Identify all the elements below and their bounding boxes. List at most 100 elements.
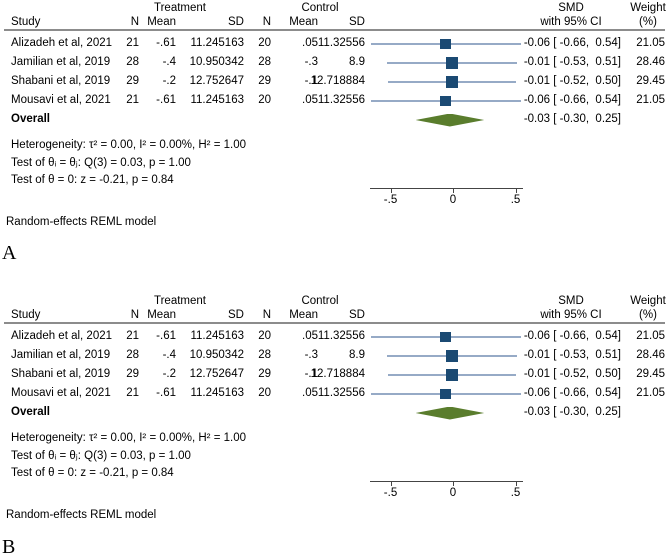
control-sd: 11.32556 (317, 37, 365, 49)
study-name: Alizadeh et al, 2021 (11, 37, 113, 49)
control-sd: 12.718884 (310, 368, 365, 380)
treatment-n: 28 (126, 56, 139, 68)
x-axis-tick-label: -.5 (383, 194, 398, 206)
treatment-n: 21 (126, 94, 139, 106)
control-n-column-header: N (262, 16, 271, 28)
model-footnote: Random-effects REML model (6, 509, 157, 521)
treatment-n: 29 (126, 368, 139, 380)
smd-ci-value: -0.01 [ -0.52, 0.50] (523, 75, 621, 87)
weight-value: 21.05 (636, 37, 665, 49)
weight-value: 28.46 (636, 349, 665, 361)
model-footnote: Random-effects REML model (6, 216, 157, 228)
control-n-column-header: N (262, 309, 271, 321)
study-column-header: Study (11, 16, 41, 28)
effect-square-marker (445, 57, 458, 69)
effect-square-marker (445, 369, 458, 381)
panel-label-b: B (2, 536, 16, 555)
weight-value: 21.05 (636, 94, 665, 106)
control-n: 20 (258, 330, 271, 342)
smd-ci-value: -0.06 [ -0.66, 0.54] (523, 37, 621, 49)
x-axis-tick-label: .5 (510, 194, 521, 206)
treatment-mean-column-header: Mean (147, 309, 176, 321)
treatment-n: 29 (126, 75, 139, 87)
study-column-header: Study (11, 309, 41, 321)
control-mean: .05 (302, 94, 318, 106)
control-n: 28 (258, 56, 271, 68)
treatment-sd: 11.245163 (190, 330, 244, 342)
overall-diamond (415, 406, 485, 420)
control-mean-column-header: Mean (289, 309, 318, 321)
overall-test-text: Test of θ = 0: z = -0.21, p = 0.84 (11, 467, 174, 479)
control-sd: 11.32556 (317, 387, 365, 399)
overall-test-text: Test of θ = 0: z = -0.21, p = 0.84 (11, 174, 174, 186)
treatment-group-header: Treatment (154, 2, 206, 14)
treatment-sd: 10.950342 (189, 349, 244, 361)
treatment-mean: -.61 (156, 330, 176, 342)
overall-diamond (415, 113, 485, 127)
homogeneity-test-text: Test of θᵢ = θⱼ: Q(3) = 0.03, p = 1.00 (11, 157, 191, 169)
treatment-mean: -.4 (162, 56, 176, 68)
x-axis-tick (515, 188, 517, 193)
x-axis-line (370, 481, 523, 482)
control-group-header: Control (301, 295, 339, 307)
effect-square-marker (445, 76, 458, 88)
x-axis-tick-label: -.5 (383, 487, 398, 499)
homogeneity-test-text: Test of θᵢ = θⱼ: Q(3) = 0.03, p = 1.00 (11, 450, 191, 462)
treatment-mean: -.2 (162, 368, 176, 380)
control-n: 20 (258, 387, 271, 399)
treatment-mean-column-header: Mean (147, 16, 176, 28)
weight-value: 29.45 (636, 368, 665, 380)
treatment-n-column-header: N (130, 16, 139, 28)
overall-smd-ci: -0.03 [ -0.30, 0.25] (523, 113, 621, 125)
weight-value: 21.05 (636, 330, 665, 342)
control-sd: 11.32556 (317, 330, 365, 342)
control-sd: 12.718884 (310, 75, 365, 87)
x-axis-tick-label: 0 (449, 487, 457, 499)
smd-ci-value: -0.06 [ -0.66, 0.54] (523, 330, 621, 342)
treatment-n-column-header: N (130, 309, 139, 321)
study-name: Shabani et al, 2019 (11, 368, 111, 380)
control-group-header: Control (301, 2, 339, 14)
header-divider (4, 29, 665, 31)
control-mean: -.1 (304, 75, 318, 87)
forest-plot-panel: Treatment Control SMD Weight Study N Mea… (0, 293, 669, 533)
treatment-mean: -.61 (156, 37, 176, 49)
control-n: 20 (258, 94, 271, 106)
treatment-n: 21 (126, 387, 139, 399)
effect-square-marker (440, 331, 451, 343)
treatment-mean: -.61 (156, 94, 176, 106)
smd-ci-value: -0.01 [ -0.53, 0.51] (523, 349, 621, 361)
control-sd: 8.9 (349, 349, 365, 361)
control-mean: .05 (302, 330, 318, 342)
control-mean: -.3 (304, 349, 318, 361)
overall-label: Overall (11, 113, 50, 125)
control-sd: 8.9 (349, 56, 365, 68)
treatment-n: 28 (126, 349, 139, 361)
treatment-sd: 12.752647 (189, 368, 244, 380)
heterogeneity-text: Heterogeneity: τ² = 0.00, I² = 0.00%, H²… (11, 432, 246, 444)
effect-square-marker (440, 95, 451, 107)
weight-header: Weight (630, 295, 666, 307)
smd-ci-value: -0.01 [ -0.52, 0.50] (523, 368, 621, 380)
smd-ci-value: -0.06 [ -0.66, 0.54] (523, 94, 621, 106)
effect-square-marker (440, 38, 451, 50)
treatment-sd: 11.245163 (190, 94, 244, 106)
forest-plot-panel: Treatment Control SMD Weight Study N Mea… (0, 0, 669, 240)
x-axis-tick (453, 481, 454, 486)
treatment-n: 21 (126, 330, 139, 342)
treatment-sd: 11.245163 (190, 387, 244, 399)
x-axis-tick (453, 188, 454, 193)
weight-value: 29.45 (636, 75, 665, 87)
control-mean: .05 (302, 387, 318, 399)
overall-label: Overall (11, 406, 50, 418)
treatment-n: 21 (126, 37, 139, 49)
effect-square-marker (440, 388, 451, 400)
treatment-mean: -.61 (156, 387, 176, 399)
smd-ci-value: -0.06 [ -0.66, 0.54] (523, 387, 621, 399)
panel-label-a: A (2, 242, 17, 264)
smd-ci-value: -0.01 [ -0.53, 0.51] (523, 56, 621, 68)
treatment-mean: -.4 (162, 349, 176, 361)
control-n: 20 (258, 37, 271, 49)
heterogeneity-text: Heterogeneity: τ² = 0.00, I² = 0.00%, H²… (11, 139, 246, 151)
